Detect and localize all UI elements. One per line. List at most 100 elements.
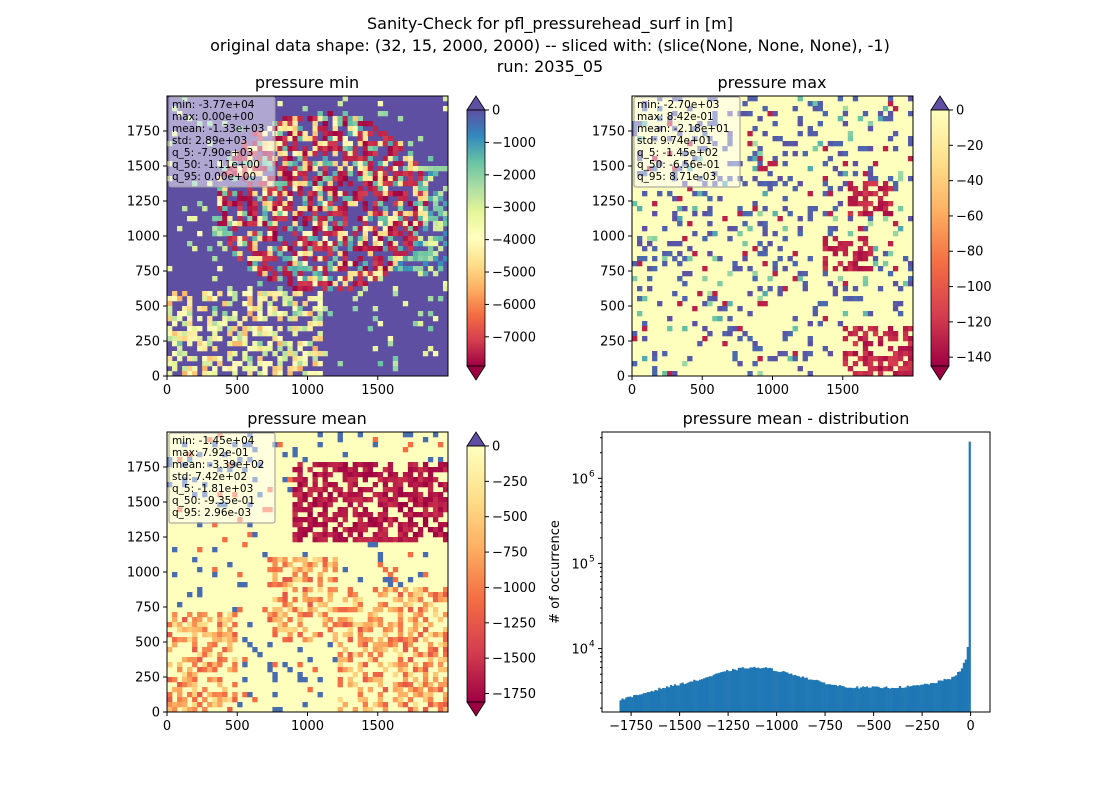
heatmap-cell — [822, 176, 828, 182]
heatmap-cell — [862, 206, 869, 212]
heatmap-cell — [227, 612, 233, 618]
heatmap-cell — [307, 286, 313, 292]
heatmap-cell — [642, 246, 648, 252]
heatmap-cell — [387, 627, 394, 633]
heatmap-cell — [332, 266, 338, 272]
heatmap-cell — [392, 477, 399, 483]
heatmap-cell — [287, 487, 293, 493]
heatmap-cell — [422, 607, 429, 613]
heatmap-cell — [672, 196, 678, 202]
heatmap-cell — [407, 552, 414, 558]
heatmap-cell — [402, 241, 409, 247]
heatmap-cell — [852, 256, 859, 262]
heatmap-cell — [637, 311, 643, 317]
heatmap-cell — [292, 121, 298, 127]
heatmap-cell — [782, 336, 788, 342]
heatmap-cell — [407, 472, 414, 478]
heatmap-cell — [262, 191, 268, 197]
histogram-bar — [860, 687, 863, 712]
histogram-bar — [730, 671, 733, 712]
heatmap-cell — [362, 146, 369, 152]
heatmap-cell — [187, 707, 193, 712]
histogram-bar — [803, 677, 806, 712]
heatmap-cell — [367, 121, 374, 127]
heatmap-cell — [382, 702, 389, 708]
heatmap-cell — [222, 632, 228, 638]
heatmap-cell — [282, 291, 288, 297]
heatmap-cell — [687, 256, 693, 262]
heatmap-cell — [397, 607, 404, 613]
heatmap-cell — [322, 221, 328, 227]
heatmap-cell — [197, 522, 203, 528]
heatmap-cell — [432, 632, 439, 638]
heatmap-cell — [277, 612, 283, 618]
histogram-bar — [654, 689, 657, 712]
heatmap-cell — [862, 356, 869, 362]
heatmap-cell — [212, 371, 218, 376]
heatmap-cell — [192, 371, 198, 376]
heatmap-cell — [312, 161, 318, 167]
heatmap-cell — [417, 201, 424, 207]
heatmap-cell — [672, 216, 678, 222]
heatmap-cell — [247, 241, 253, 247]
heatmap-cell — [262, 552, 268, 558]
heatmap-cell — [282, 301, 288, 307]
histogram-bar — [933, 683, 936, 712]
heatmap-cell — [207, 632, 213, 638]
heatmap-cell — [872, 261, 879, 267]
heatmap-cell — [307, 236, 313, 242]
heatmap-cell — [742, 181, 748, 187]
heatmap-cell — [427, 296, 434, 302]
heatmap-cell — [257, 316, 263, 322]
heatmap-cell — [432, 256, 439, 262]
heatmap-cell — [442, 497, 448, 503]
heatmap-cell — [382, 502, 389, 508]
heatmap-cell — [317, 316, 323, 322]
heatmap-cell — [427, 592, 434, 598]
heatmap-cell — [287, 156, 293, 162]
heatmap-cell — [407, 672, 414, 678]
heatmap-cell — [287, 316, 293, 322]
histogram-bar — [925, 683, 929, 712]
heatmap-cell — [192, 697, 198, 703]
heatmap-cell — [792, 251, 798, 257]
histogram-bar — [662, 687, 665, 712]
heatmap-cell — [332, 206, 338, 212]
heatmap-cell — [357, 602, 363, 608]
heatmap-cell — [687, 271, 693, 277]
heatmap-cell — [827, 246, 834, 252]
heatmap-cell — [897, 311, 904, 317]
heatmap-cell — [307, 512, 313, 518]
heatmap-cell — [252, 231, 258, 237]
heatmap-cell — [427, 477, 434, 483]
heatmap-cell — [907, 351, 913, 357]
heatmap-cell — [352, 497, 358, 503]
heatmap-cell — [382, 271, 389, 277]
stats-line: std: 7.42e+02 — [172, 471, 247, 483]
heatmap-cell — [357, 527, 363, 533]
heatmap-cell — [182, 677, 188, 683]
heatmap-cell — [272, 291, 278, 297]
heatmap-cell — [287, 191, 293, 197]
heatmap-cell — [892, 331, 899, 337]
heatmap-cell — [167, 707, 173, 712]
heatmap-cell — [387, 181, 394, 187]
heatmap-cell — [662, 351, 668, 357]
heatmap-cell — [382, 196, 389, 202]
heatmap-cell — [237, 211, 243, 217]
heatmap-cell — [872, 161, 879, 167]
heatmap-cell — [192, 632, 198, 638]
histogram-bar — [644, 693, 647, 712]
histogram-bar — [848, 687, 851, 712]
heatmap-cell — [397, 191, 404, 197]
heatmap-cell — [307, 231, 313, 237]
heatmap-cell — [177, 622, 183, 628]
heatmap-cell — [437, 296, 444, 302]
heatmap-cell — [887, 251, 894, 257]
heatmap-cell — [272, 231, 278, 237]
heatmap-cell — [302, 627, 308, 633]
heatmap-cell — [317, 276, 323, 282]
heatmap-cell — [382, 482, 389, 488]
histogram-bar — [780, 671, 783, 712]
heatmap-cell — [282, 206, 288, 212]
